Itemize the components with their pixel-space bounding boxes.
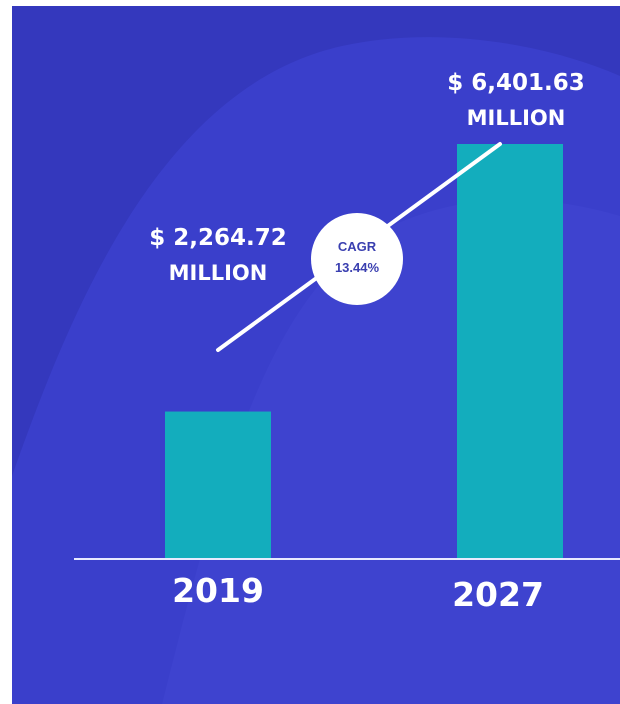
x-tick-label-2027: 2027 — [452, 575, 544, 614]
x-tick-label-2019: 2019 — [172, 571, 264, 610]
bar-2019 — [165, 411, 271, 558]
cagr-value: 13.44% — [335, 260, 380, 275]
value-label-2027-amount: $ 6,401.63 — [447, 70, 585, 96]
cagr-badge — [311, 213, 403, 305]
value-label-2019-unit: MILLION — [169, 261, 268, 285]
value-label-2019-amount: $ 2,264.72 — [149, 225, 287, 251]
chart-panel: CAGR 13.44% $ 2,264.72 MILLION $ 6,401.6… — [12, 6, 620, 704]
bar-2027 — [457, 144, 563, 558]
cagr-label: CAGR — [338, 239, 377, 254]
bar-chart: CAGR 13.44% $ 2,264.72 MILLION $ 6,401.6… — [74, 70, 620, 614]
value-label-2027-unit: MILLION — [467, 106, 566, 130]
